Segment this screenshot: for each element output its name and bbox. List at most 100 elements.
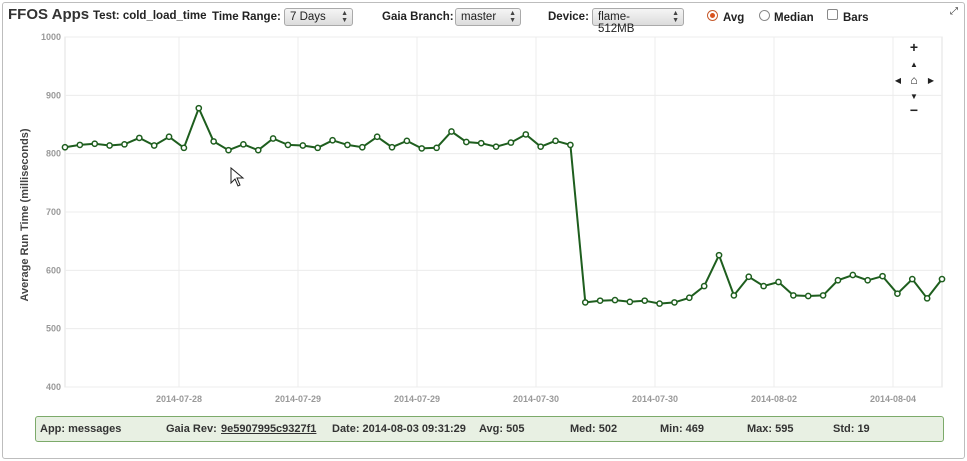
gaia-rev-label: Gaia Rev: — [166, 423, 217, 435]
data-point[interactable] — [284, 141, 292, 149]
x-tick-label: 2014-08-04 — [870, 394, 916, 404]
navigation-controls: + ▲ ◀ ⌂ ▶ ▼ − — [895, 39, 935, 118]
data-point[interactable] — [730, 292, 738, 299]
data-point[interactable] — [567, 141, 574, 149]
data-point[interactable] — [135, 134, 143, 142]
zoom-out-icon[interactable]: − — [910, 102, 918, 118]
y-tick-label: 800 — [46, 149, 61, 159]
data-point[interactable] — [656, 300, 663, 307]
data-point[interactable] — [790, 292, 797, 299]
data-point[interactable] — [314, 144, 322, 152]
pan-right-icon[interactable]: ▶ — [928, 76, 935, 85]
data-point[interactable] — [418, 145, 426, 152]
median-radio[interactable] — [759, 10, 770, 21]
device-value: flame-512MB — [598, 11, 635, 35]
select-arrows-icon: ▲ ▼ — [341, 10, 348, 24]
data-point[interactable] — [923, 294, 931, 302]
toolbar: FFOS Apps Test: cold_load_time Time Rang… — [3, 3, 964, 35]
data-point[interactable] — [715, 251, 723, 259]
data-point[interactable] — [106, 142, 113, 149]
data-point[interactable] — [745, 273, 753, 281]
data-point[interactable] — [225, 146, 232, 154]
data-point[interactable] — [180, 144, 188, 152]
data-point[interactable] — [775, 278, 782, 286]
data-point[interactable] — [522, 131, 530, 138]
time-range-label: Time Range: — [212, 11, 281, 23]
time-range-value: 7 Days — [290, 11, 326, 23]
bars-checkbox[interactable] — [827, 9, 838, 20]
data-point[interactable] — [269, 135, 277, 142]
avg-radio[interactable] — [707, 10, 718, 21]
data-point[interactable] — [938, 275, 946, 283]
data-point[interactable] — [403, 137, 411, 145]
bars-label: Bars — [843, 12, 869, 24]
data-point[interactable] — [121, 140, 128, 148]
data-point[interactable] — [626, 298, 634, 306]
data-point[interactable] — [671, 299, 678, 306]
gaia-rev-link[interactable]: 9e5907995c9327f1 — [221, 423, 317, 435]
data-point[interactable] — [299, 142, 307, 149]
data-point[interactable] — [581, 299, 589, 306]
data-point[interactable] — [908, 275, 916, 283]
data-point[interactable] — [552, 137, 559, 145]
data-point[interactable] — [641, 297, 649, 305]
data-point[interactable] — [477, 139, 485, 147]
series-line[interactable] — [61, 104, 946, 307]
data-point[interactable] — [150, 142, 158, 149]
data-point[interactable] — [165, 133, 173, 141]
device-label: Device: — [548, 11, 589, 23]
y-tick-label: 600 — [46, 265, 61, 275]
data-point[interactable] — [373, 133, 381, 141]
home-icon[interactable]: ⌂ — [910, 73, 917, 87]
data-point[interactable] — [804, 292, 812, 300]
data-point[interactable] — [195, 104, 203, 112]
data-point[interactable] — [329, 136, 336, 144]
x-tick-label: 2014-08-02 — [751, 394, 797, 404]
pan-down-icon[interactable]: ▼ — [910, 92, 918, 101]
mouse-cursor-icon — [230, 166, 245, 187]
data-point[interactable] — [462, 138, 470, 146]
pan-up-icon[interactable]: ▲ — [910, 60, 918, 69]
data-point[interactable] — [91, 140, 99, 148]
y-tick-label: 400 — [46, 382, 61, 392]
data-point[interactable] — [894, 290, 901, 298]
data-point[interactable] — [344, 141, 351, 149]
data-point[interactable] — [492, 143, 500, 151]
data-point[interactable] — [448, 128, 455, 135]
series-path[interactable] — [64, 105, 943, 305]
data-point[interactable] — [611, 296, 619, 304]
point-details-bar: App: messages Gaia Rev: 9e5907995c9327f1… — [35, 416, 944, 442]
zoom-in-icon[interactable]: + — [910, 39, 918, 55]
data-point[interactable] — [358, 143, 366, 151]
time-range-select[interactable]: 7 Days ▲ ▼ — [284, 8, 353, 26]
data-point[interactable] — [61, 143, 69, 151]
data-point[interactable] — [700, 282, 708, 290]
expand-icon[interactable]: ⤢ — [950, 6, 958, 17]
pan-left-icon[interactable]: ◀ — [895, 76, 902, 85]
data-point[interactable] — [864, 276, 872, 284]
data-point[interactable] — [254, 146, 262, 154]
data-point[interactable] — [879, 272, 886, 280]
data-point[interactable] — [240, 140, 247, 148]
device-select[interactable]: flame-512MB ▲ ▼ — [592, 8, 684, 35]
chart-grid — [64, 36, 943, 388]
data-point[interactable] — [819, 292, 827, 299]
data-point[interactable] — [849, 271, 857, 279]
data-point[interactable] — [507, 139, 515, 146]
median-label: Median — [774, 12, 814, 24]
data-point[interactable] — [685, 294, 693, 302]
data-point[interactable] — [76, 141, 84, 149]
data-point[interactable] — [596, 297, 604, 305]
y-axis: 400 500 600 700 800 900 1000 — [41, 32, 61, 392]
data-point[interactable] — [210, 138, 217, 145]
data-point[interactable] — [433, 144, 440, 152]
data-point[interactable] — [388, 143, 396, 151]
avg-label: Avg — [723, 12, 745, 24]
data-point[interactable] — [537, 143, 545, 151]
x-tick-label: 2014-07-29 — [275, 394, 321, 404]
data-point[interactable] — [760, 282, 767, 290]
gaia-branch-select[interactable]: master ▲ ▼ — [455, 8, 521, 26]
data-point[interactable] — [834, 276, 842, 284]
